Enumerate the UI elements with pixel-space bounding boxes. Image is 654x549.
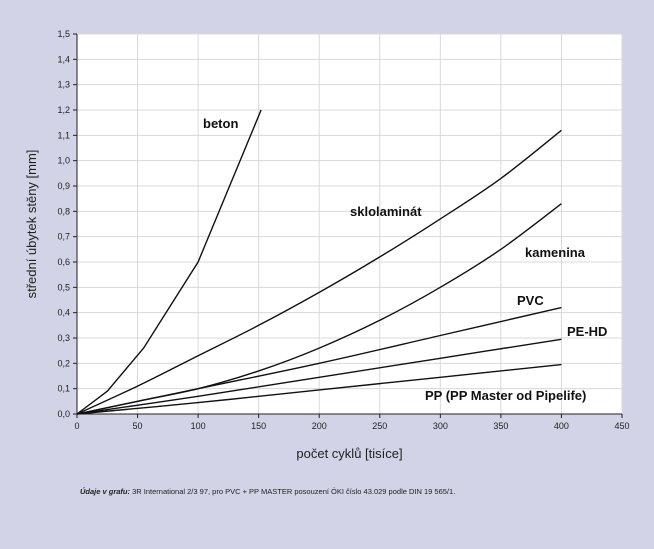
y-tick-label: 1,4: [57, 54, 70, 64]
x-tick-label: 250: [372, 421, 387, 431]
footnote-label: Údaje v grafu:: [80, 487, 131, 496]
x-tick-labels: 0 50 100 150 200 250 300 350 400 450: [74, 421, 629, 431]
y-tick-label: 0,9: [57, 181, 70, 191]
x-tick-label: 0: [74, 421, 79, 431]
y-tick-label: 1,5: [57, 29, 70, 39]
series-label-2: kamenina: [525, 245, 586, 260]
series-line-4: [76, 338, 562, 415]
series-lines: [76, 109, 562, 415]
y-axis-title: střední úbytek stěny [mm]: [24, 150, 39, 299]
y-tick-label: 1,2: [57, 105, 70, 115]
x-axis-title: počet cyklů [tisíce]: [296, 446, 402, 461]
x-tick-label: 300: [433, 421, 448, 431]
series-line-3: [76, 306, 562, 415]
y-tick-label: 0,4: [57, 308, 70, 318]
series-label-0: beton: [203, 116, 238, 131]
x-tick-label: 200: [312, 421, 327, 431]
y-tick-label: 1,3: [57, 80, 70, 90]
footnote-text: 3R International 2/3 97, pro PVC + PP MA…: [130, 487, 456, 496]
series-label-3: PVC: [517, 293, 544, 308]
plot-area: [77, 34, 622, 414]
y-tick-label: 1,1: [57, 130, 70, 140]
series-line-0: [76, 109, 262, 415]
x-tick-label: 100: [191, 421, 206, 431]
y-tick-label: 1,0: [57, 156, 70, 166]
y-tick-label: 0,3: [57, 333, 70, 343]
x-tick-label: 50: [133, 421, 143, 431]
y-tick-label: 0,8: [57, 206, 70, 216]
x-tick-label: 150: [251, 421, 266, 431]
y-tick-label: 0,5: [57, 282, 70, 292]
y-tick-label: 0,2: [57, 358, 70, 368]
series-label-5: PP (PP Master od Pipelife): [425, 388, 586, 403]
axes: [73, 33, 623, 418]
series-label-4: PE-HD: [567, 324, 607, 339]
x-tick-label: 350: [493, 421, 508, 431]
series-label-1: sklolaminát: [350, 204, 422, 219]
series-labels: beton sklolaminát kamenina PVC PE-HD PP (PP M…: [203, 116, 607, 403]
x-tick-label: 450: [614, 421, 629, 431]
y-tick-label: 0,6: [57, 257, 70, 267]
y-tick-label: 0,7: [57, 232, 70, 242]
footnote: Údaje v grafu: 3R International 2/3 97, …: [80, 487, 455, 496]
series-line-1: [76, 129, 562, 415]
y-tick-labels: 0,0 0,1 0,2 0,3 0,4 0,5 0,6 0,7 0,8 0,9 1,0 1,1 1,2 1…: [57, 29, 70, 419]
y-tick-label: 0,0: [57, 409, 70, 419]
x-tick-label: 400: [554, 421, 569, 431]
y-tick-label: 0,1: [57, 384, 70, 394]
series-line-5: [76, 363, 562, 415]
